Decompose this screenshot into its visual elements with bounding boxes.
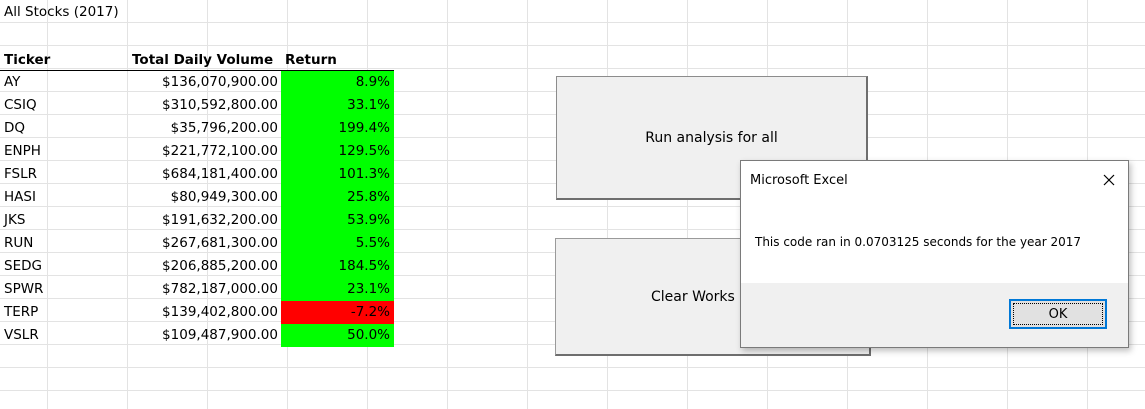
- header-total-daily-volume[interactable]: Total Daily Volume: [132, 52, 274, 68]
- volume-cell[interactable]: $221,772,100.00: [162, 143, 278, 159]
- table-row: AY $136,070,900.00 8.9%: [0, 71, 394, 94]
- ticker-cell[interactable]: RUN: [4, 235, 34, 251]
- table-row: DQ $35,796,200.00 199.4%: [0, 117, 394, 140]
- table-row: HASI $80,949,300.00 25.8%: [0, 186, 394, 209]
- ticker-cell[interactable]: ENPH: [4, 143, 41, 159]
- volume-cell[interactable]: $310,592,800.00: [162, 97, 278, 113]
- stock-table: AY $136,070,900.00 8.9% CSIQ $310,592,80…: [0, 71, 394, 347]
- volume-cell[interactable]: $782,187,000.00: [162, 281, 278, 297]
- table-row: CSIQ $310,592,800.00 33.1%: [0, 94, 394, 117]
- ticker-cell[interactable]: FSLR: [4, 166, 37, 182]
- header-return[interactable]: Return: [285, 52, 337, 68]
- volume-cell[interactable]: $267,681,300.00: [162, 235, 278, 251]
- run-analysis-label: Run analysis for all: [645, 129, 778, 146]
- return-cell[interactable]: -7.2%: [281, 301, 394, 324]
- sheet-title-cell[interactable]: All Stocks (2017): [4, 4, 119, 20]
- dialog-footer: OK: [741, 283, 1128, 347]
- ticker-cell[interactable]: SPWR: [4, 281, 44, 297]
- close-icon[interactable]: [1100, 171, 1118, 189]
- table-row: RUN $267,681,300.00 5.5%: [0, 232, 394, 255]
- table-row: TERP $139,402,800.00 -7.2%: [0, 301, 394, 324]
- volume-cell[interactable]: $206,885,200.00: [162, 258, 278, 274]
- return-cell[interactable]: 25.8%: [281, 186, 394, 209]
- header-ticker[interactable]: Ticker: [4, 52, 51, 68]
- ticker-cell[interactable]: VSLR: [4, 327, 39, 343]
- dialog-message: This code ran in 0.0703125 seconds for t…: [755, 235, 1082, 249]
- return-cell[interactable]: 33.1%: [281, 94, 394, 117]
- table-row: SPWR $782,187,000.00 23.1%: [0, 278, 394, 301]
- volume-cell[interactable]: $191,632,200.00: [162, 212, 278, 228]
- ticker-cell[interactable]: SEDG: [4, 258, 42, 274]
- return-cell[interactable]: 199.4%: [281, 117, 394, 140]
- return-cell[interactable]: 101.3%: [281, 163, 394, 186]
- volume-cell[interactable]: $684,181,400.00: [162, 166, 278, 182]
- volume-cell[interactable]: $80,949,300.00: [170, 189, 278, 205]
- header-bottom-border: [0, 70, 394, 71]
- table-row: ENPH $221,772,100.00 129.5%: [0, 140, 394, 163]
- table-row: VSLR $109,487,900.00 50.0%: [0, 324, 394, 347]
- volume-cell[interactable]: $35,796,200.00: [170, 120, 278, 136]
- volume-cell[interactable]: $139,402,800.00: [162, 304, 278, 320]
- ticker-cell[interactable]: TERP: [4, 304, 39, 320]
- return-cell[interactable]: 50.0%: [281, 324, 394, 347]
- return-cell[interactable]: 184.5%: [281, 255, 394, 278]
- ticker-cell[interactable]: DQ: [4, 120, 26, 136]
- table-row: SEDG $206,885,200.00 184.5%: [0, 255, 394, 278]
- ok-button-label: OK: [1048, 306, 1068, 322]
- return-cell[interactable]: 8.9%: [281, 71, 394, 94]
- ticker-cell[interactable]: AY: [4, 74, 21, 90]
- return-cell[interactable]: 129.5%: [281, 140, 394, 163]
- ticker-cell[interactable]: HASI: [4, 189, 36, 205]
- dialog-title: Microsoft Excel: [750, 173, 848, 188]
- return-cell[interactable]: 5.5%: [281, 232, 394, 255]
- message-box-dialog: Microsoft Excel This code ran in 0.07031…: [740, 160, 1129, 348]
- volume-cell[interactable]: $109,487,900.00: [162, 327, 278, 343]
- ok-button[interactable]: OK: [1009, 299, 1107, 329]
- ticker-cell[interactable]: CSIQ: [4, 97, 37, 113]
- volume-cell[interactable]: $136,070,900.00: [162, 74, 278, 90]
- ticker-cell[interactable]: JKS: [4, 212, 26, 228]
- table-row: JKS $191,632,200.00 53.9%: [0, 209, 394, 232]
- return-cell[interactable]: 53.9%: [281, 209, 394, 232]
- return-cell[interactable]: 23.1%: [281, 278, 394, 301]
- table-row: FSLR $684,181,400.00 101.3%: [0, 163, 394, 186]
- clear-worksheet-label: Clear Works: [651, 288, 735, 305]
